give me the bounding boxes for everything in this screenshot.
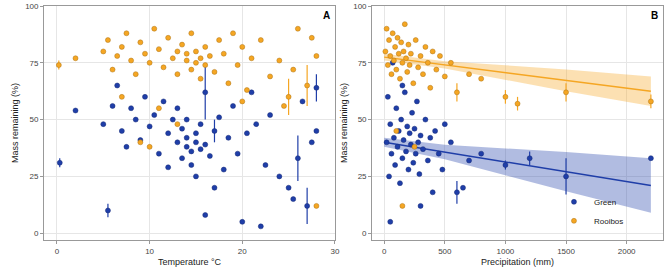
svg-text:Mass remaining (%): Mass remaining (%) (339, 83, 349, 163)
svg-text:1500: 1500 (557, 247, 575, 256)
svg-text:50: 50 (30, 115, 39, 124)
svg-text:25: 25 (358, 172, 367, 181)
svg-text:100: 100 (25, 2, 39, 11)
svg-text:75: 75 (30, 59, 39, 68)
svg-text:500: 500 (438, 247, 452, 256)
svg-text:25: 25 (30, 172, 39, 181)
svg-text:0: 0 (382, 247, 387, 256)
svg-text:1000: 1000 (497, 247, 515, 256)
svg-text:2000: 2000 (618, 247, 636, 256)
svg-text:75: 75 (358, 59, 367, 68)
svg-text:20: 20 (238, 247, 247, 256)
svg-text:Temperature °C: Temperature °C (158, 257, 222, 267)
svg-text:10: 10 (145, 247, 154, 256)
svg-text:Rooibos: Rooibos (594, 217, 623, 226)
svg-text:0: 0 (362, 229, 367, 238)
svg-text:B: B (651, 10, 658, 21)
svg-text:Precipitation (mm): Precipitation (mm) (481, 257, 554, 267)
svg-text:30: 30 (330, 247, 339, 256)
svg-text:Mass remaining (%): Mass remaining (%) (10, 83, 20, 163)
svg-text:100: 100 (353, 2, 367, 11)
svg-text:50: 50 (358, 115, 367, 124)
svg-text:0: 0 (55, 247, 60, 256)
svg-text:A: A (323, 10, 330, 21)
svg-text:Green: Green (594, 198, 616, 207)
svg-text:0: 0 (34, 229, 39, 238)
